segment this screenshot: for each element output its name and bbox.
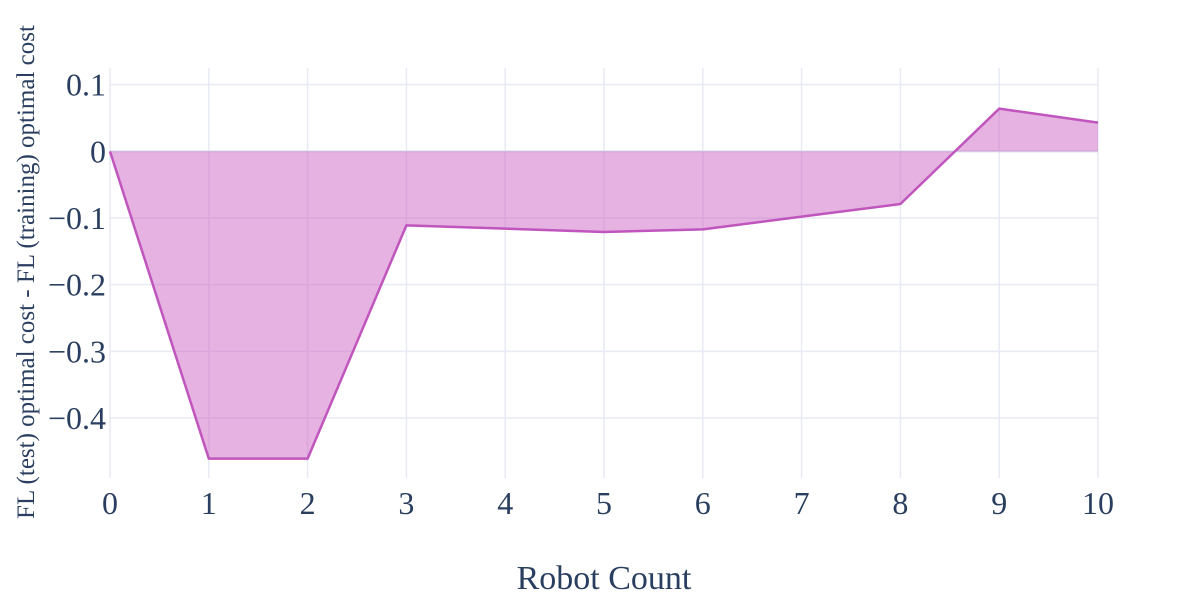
- data-point: [602, 230, 606, 234]
- x-tick-label: 0: [102, 485, 118, 521]
- x-tick-label: 2: [300, 485, 316, 521]
- x-tick-label: 10: [1082, 485, 1114, 521]
- series-area-fill: [110, 108, 1098, 459]
- x-axis-title: Robot Count: [517, 560, 692, 597]
- x-tick-label: 9: [991, 485, 1007, 521]
- y-tick-label: −0.1: [48, 200, 106, 236]
- x-tick-label: 5: [596, 485, 612, 521]
- data-point: [800, 215, 804, 219]
- x-tick-label: 1: [201, 485, 217, 521]
- y-tick-label: −0.3: [48, 333, 106, 369]
- data-point: [503, 227, 507, 231]
- y-axis: 0.1 0 −0.1 −0.2 −0.3 −0.4: [48, 67, 106, 436]
- data-point: [207, 457, 211, 461]
- data-point: [997, 107, 1001, 111]
- data-point: [404, 223, 408, 227]
- data-point: [306, 457, 310, 461]
- data-point: [701, 227, 705, 231]
- series-line: [108, 107, 1099, 460]
- x-tick-label: 6: [695, 485, 711, 521]
- x-tick-label: 3: [398, 485, 414, 521]
- plot-area: [108, 107, 1100, 461]
- y-axis-title: FL (test) optimal cost - FL (training) o…: [13, 25, 40, 519]
- y-tick-label: 0: [90, 133, 106, 169]
- x-axis: 0 1 2 3 4 5 6 7 8 9 10: [102, 485, 1114, 521]
- data-point: [898, 202, 902, 206]
- y-tick-label: −0.2: [48, 267, 106, 303]
- x-tick-label: 7: [794, 485, 810, 521]
- y-tick-label: −0.4: [48, 400, 106, 436]
- data-point: [108, 149, 112, 153]
- x-tick-label: 4: [497, 485, 513, 521]
- x-tick-label: 8: [892, 485, 908, 521]
- data-point: [1096, 121, 1100, 125]
- y-tick-label: 0.1: [66, 67, 106, 103]
